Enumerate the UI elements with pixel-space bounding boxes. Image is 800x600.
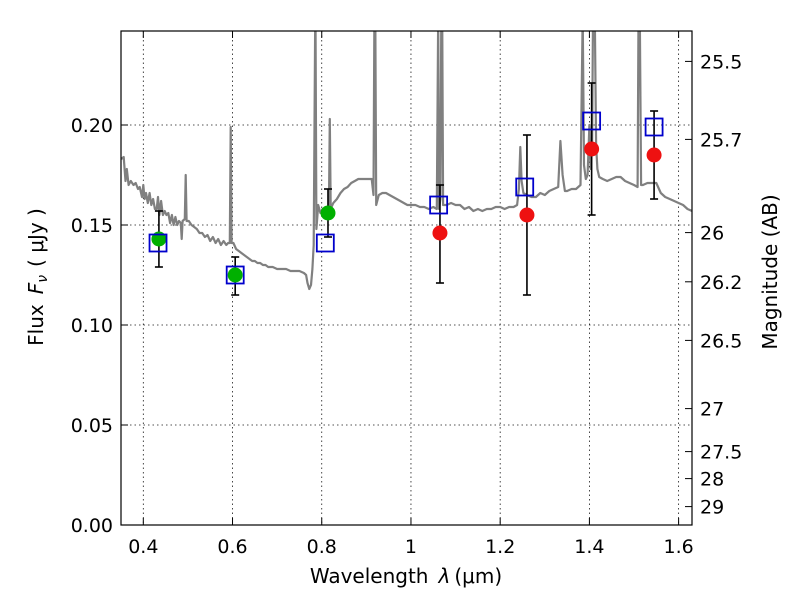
x-tick-label: 0.4 (128, 536, 158, 558)
magnitude-tick-label: 25.7 (700, 129, 742, 151)
magnitude-tick-label: 26.5 (700, 330, 742, 352)
data-point (519, 207, 535, 223)
model-square (644, 117, 664, 137)
data-point (584, 141, 600, 157)
x-tick-label: 1.6 (664, 536, 694, 558)
model-square (582, 111, 602, 131)
magnitude-tick-label: 27 (700, 399, 724, 421)
data-point (227, 267, 243, 283)
model-square (515, 177, 535, 197)
model-square (148, 233, 168, 253)
grid (121, 31, 692, 525)
data-point (320, 205, 336, 221)
magnitude-tick-label: 26.2 (700, 272, 742, 294)
x-tick-label: 0.8 (307, 536, 337, 558)
x-tick-label: 0.6 (217, 536, 247, 558)
y-tick-label: 0.05 (71, 415, 113, 437)
data-point (646, 147, 662, 163)
magnitude-tick-label: 29 (700, 497, 724, 519)
y-tick-label: 0.15 (71, 215, 113, 237)
x-tick-label: 1.4 (574, 536, 604, 558)
y-axis-label: FluxFν( μJy ) (24, 208, 51, 346)
x-tick-label: 1 (405, 536, 417, 558)
ticks: 0.4 0.6 0.8 1 1.2 1.4 1.6 0.00 0.05 0.10 0.15 0.20 2… (71, 31, 742, 558)
spectrum-layer (121, 31, 692, 291)
magnitude-tick-label: 28 (700, 469, 724, 491)
plot-frame (120, 30, 693, 526)
x-axis-label: Wavelength λ (μm) (310, 564, 502, 588)
y-tick-label: 0.20 (71, 115, 113, 137)
y-tick-label: 0.00 (71, 515, 113, 537)
magnitude-tick-label: 26 (700, 223, 724, 245)
points-layer (148, 82, 664, 296)
y-tick-label: 0.10 (71, 315, 113, 337)
y2-axis-label: Magnitude (AB) (758, 194, 782, 349)
model-square (225, 265, 245, 285)
spectrum-line (121, 31, 692, 291)
model-square (315, 233, 335, 253)
magnitude-tick-label: 27.5 (700, 442, 742, 464)
magnitude-tick-label: 25.5 (700, 51, 742, 73)
data-point (432, 225, 448, 241)
x-tick-label: 1.2 (485, 536, 515, 558)
model-square (429, 195, 449, 215)
